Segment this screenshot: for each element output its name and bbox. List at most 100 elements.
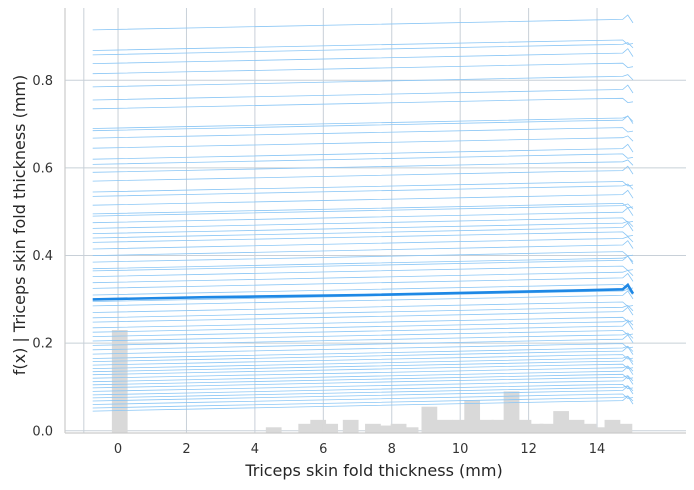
y-tick-label: 0.2 (32, 337, 53, 352)
individual-line (92, 115, 634, 129)
histogram-bar (568, 419, 585, 433)
individual-line (92, 375, 634, 389)
histogram-bar (592, 427, 609, 433)
individual-line (92, 255, 634, 272)
individual-line (92, 346, 634, 362)
x-tick-label: 12 (520, 442, 537, 457)
individual-line (92, 207, 634, 224)
histogram-bar (515, 419, 532, 433)
individual-line (92, 135, 634, 149)
histogram-bar (365, 423, 381, 433)
y-tick-label: 0.4 (32, 249, 53, 264)
individual-line (92, 153, 634, 165)
x-tick-labels: 0 2 4 6 8 10 12 14 (114, 442, 605, 457)
histogram (111, 330, 633, 433)
histogram-bar (436, 419, 453, 433)
y-tick-label: 0.0 (32, 424, 53, 439)
individual-line (92, 363, 634, 376)
individual-line (92, 269, 634, 284)
individual-line (92, 240, 634, 256)
individual-line (92, 385, 634, 402)
individual-line (92, 48, 634, 64)
individual-line (92, 202, 634, 215)
histogram-bar (390, 423, 407, 433)
histogram-bar (604, 419, 621, 433)
individual-line (92, 39, 634, 51)
individual-line (92, 393, 634, 405)
individual-line (92, 343, 634, 355)
individual-line (92, 203, 634, 217)
individual-line (92, 301, 634, 313)
histogram-bar (527, 423, 544, 433)
individual-line (92, 365, 634, 379)
histogram-bar (378, 425, 395, 433)
histogram-bar (477, 419, 494, 433)
individual-line (92, 319, 634, 333)
axes (64, 8, 686, 434)
individual-line (92, 321, 634, 337)
individual-line (92, 222, 634, 239)
y-axis-label: f(x) | Triceps skin fold thickness (mm) (10, 75, 29, 376)
histogram-bar (491, 419, 508, 433)
histogram-bar (539, 423, 556, 433)
individual-line (92, 354, 634, 366)
individual-line (92, 159, 634, 173)
individual-lines (92, 14, 634, 412)
individual-line (92, 236, 634, 250)
histogram-bar (322, 423, 339, 433)
histogram-bar (553, 411, 569, 433)
individual-line (92, 14, 634, 31)
individual-line (92, 181, 634, 193)
individual-line (92, 189, 634, 206)
individual-line (92, 84, 634, 101)
y-tick-label: 0.8 (32, 74, 53, 89)
individual-line (92, 290, 634, 307)
x-tick-label: 6 (319, 442, 327, 457)
grid (65, 8, 686, 433)
individual-line (92, 74, 634, 88)
y-tick-label: 0.6 (32, 161, 53, 176)
individual-line (92, 306, 634, 323)
x-tick-label: 14 (589, 442, 606, 457)
histogram-bar (402, 427, 419, 433)
histogram-bar (421, 406, 438, 433)
individual-line (92, 316, 634, 329)
individual-line (92, 255, 634, 270)
individual-line (92, 332, 634, 346)
individual-line (92, 183, 634, 197)
mean-line-layer (92, 282, 635, 301)
individual-line (92, 334, 634, 351)
y-tick-labels: 0.0 0.2 0.4 0.6 0.8 (32, 74, 53, 440)
x-tick-label: 2 (182, 442, 190, 457)
mean-line (92, 282, 635, 301)
individual-line (92, 115, 634, 132)
individual-line (92, 265, 634, 277)
individual-line (92, 305, 634, 319)
histogram-bar (298, 423, 315, 433)
histogram-bar (464, 400, 481, 433)
individual-line (92, 373, 634, 386)
individual-line (92, 62, 634, 75)
individual-line (92, 231, 634, 243)
individual-line (92, 143, 634, 160)
histogram-bar (580, 423, 597, 433)
individual-line (92, 375, 634, 392)
individual-line (92, 251, 634, 263)
individual-line (92, 165, 634, 182)
individual-line (92, 220, 634, 234)
x-tick-label: 0 (114, 442, 122, 457)
individual-line (92, 127, 634, 139)
individual-line (92, 366, 634, 383)
individual-line (92, 272, 634, 289)
histogram-bar (265, 427, 282, 433)
histogram-bar (452, 419, 469, 433)
individual-line (92, 356, 634, 373)
histogram-bar (503, 391, 520, 433)
x-tick-label: 8 (388, 442, 396, 457)
individual-line (92, 97, 634, 110)
histogram-bar (310, 419, 327, 433)
x-tick-label: 4 (251, 442, 259, 457)
x-tick-label: 10 (452, 442, 469, 457)
histogram-bar (342, 419, 359, 433)
